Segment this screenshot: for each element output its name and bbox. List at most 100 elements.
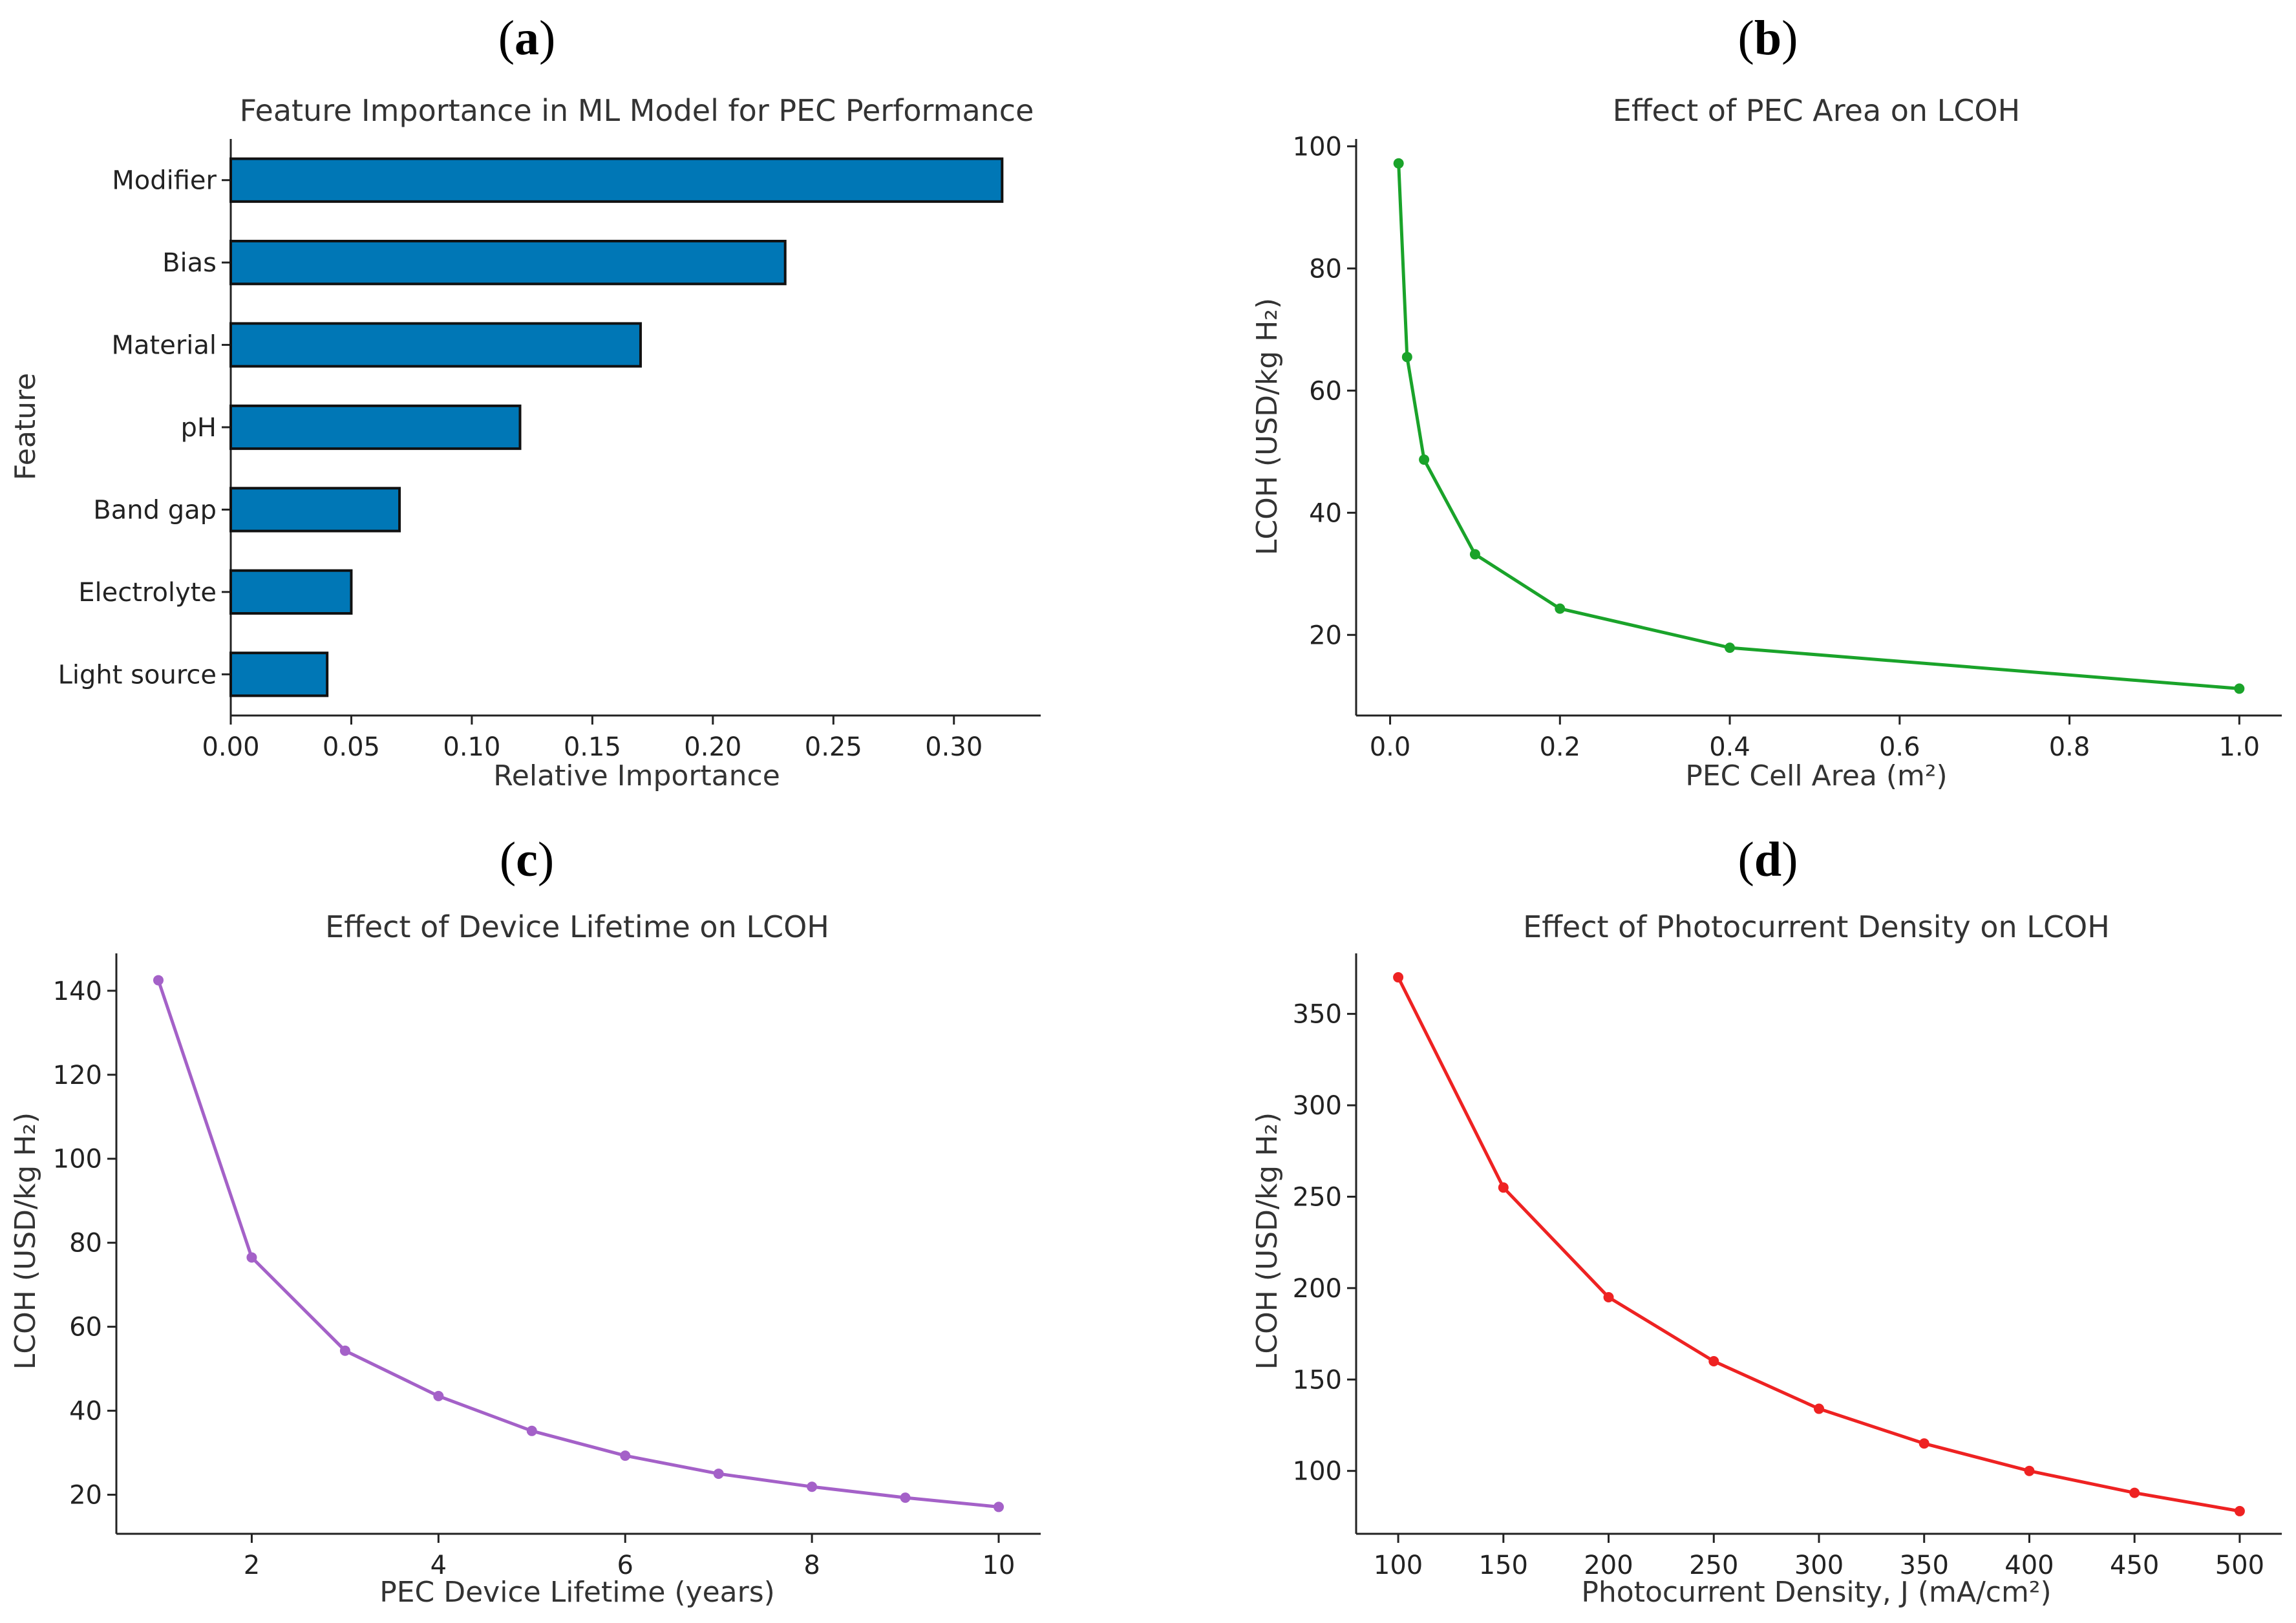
data-point: [1419, 454, 1430, 465]
data-point: [807, 1481, 818, 1492]
data-point: [1555, 603, 1566, 614]
chart-title: Effect of PEC Area on LCOH: [1613, 93, 2020, 128]
x-axis-label: PEC Cell Area (m²): [1685, 759, 1947, 792]
x-tick-label: 150: [1479, 1551, 1528, 1580]
data-point: [2234, 683, 2245, 694]
data-point: [1401, 352, 1412, 363]
x-tick-label: 0.00: [202, 732, 259, 762]
y-tick-label: 60: [1309, 376, 1342, 406]
y-tick-label: 80: [69, 1229, 102, 1258]
y-tick-label: pH: [181, 413, 217, 443]
x-tick-label: 400: [2004, 1551, 2054, 1580]
data-point: [620, 1450, 631, 1461]
panel-label: (a): [498, 11, 556, 65]
x-tick-label: 0.2: [1539, 732, 1580, 762]
data-point: [1603, 1292, 1614, 1303]
x-tick-label: 300: [1794, 1551, 1844, 1580]
x-axis-label: Photocurrent Density, J (mA/cm²): [1581, 1576, 2051, 1609]
x-tick-label: 8: [803, 1551, 820, 1580]
x-tick-label: 0.05: [323, 732, 380, 762]
x-tick-label: 2: [244, 1551, 260, 1580]
data-point: [1393, 972, 1404, 983]
y-tick-label: 150: [1293, 1365, 1342, 1395]
y-tick-label: Band gap: [93, 495, 217, 525]
data-point: [2129, 1487, 2140, 1498]
chart-title: Effect of Photocurrent Density on LCOH: [1523, 909, 2110, 944]
data-point: [2024, 1465, 2035, 1476]
data-point: [900, 1492, 911, 1503]
x-tick-label: 0.30: [925, 732, 983, 762]
data-point: [153, 975, 164, 986]
x-axis-label: PEC Device Lifetime (years): [379, 1576, 775, 1609]
y-tick-label: Material: [112, 331, 217, 361]
x-tick-label: 0.20: [684, 732, 741, 762]
y-axis-label: LCOH (USD/kg H₂): [9, 1112, 42, 1370]
data-point: [1393, 158, 1404, 169]
y-tick-label: 60: [69, 1313, 102, 1342]
panel-label: (b): [1738, 11, 1798, 65]
y-tick-label: 120: [53, 1061, 102, 1090]
chart-title: Effect of Device Lifetime on LCOH: [325, 909, 829, 944]
data-point: [1725, 642, 1736, 653]
chart-panel-a: (a) Feature Importance in ML Model for PE…: [9, 11, 1041, 792]
bar-ph: [229, 404, 522, 451]
y-axis-label: LCOH (USD/kg H₂): [1251, 298, 1284, 555]
bar-light-source: [229, 652, 329, 697]
data-point: [1814, 1403, 1824, 1414]
series-line: [1397, 163, 2240, 690]
y-tick-label: 100: [1293, 1457, 1342, 1487]
x-tick-label: 350: [1900, 1551, 1949, 1580]
x-tick-label: 6: [617, 1551, 633, 1580]
data-point: [713, 1469, 724, 1480]
y-axis-label: LCOH (USD/kg H₂): [1251, 1112, 1284, 1370]
x-tick-label: 0.8: [2049, 732, 2090, 762]
bar-electrolyte: [229, 569, 353, 615]
y-tick-label: 140: [53, 977, 102, 1006]
data-point: [994, 1501, 1004, 1512]
y-tick-label: 300: [1293, 1091, 1342, 1121]
y-tick-label: Bias: [162, 248, 217, 278]
data-point: [526, 1425, 537, 1436]
x-tick-label: 0.4: [1709, 732, 1750, 762]
x-tick-label: 500: [2215, 1551, 2264, 1580]
chart-panel-d: (d) Effect of Photocurrent Density on LCO…: [1251, 833, 2282, 1609]
x-tick-label: 0.10: [443, 732, 500, 762]
y-tick-label: 40: [1309, 498, 1342, 528]
y-tick-label: Electrolyte: [78, 578, 217, 608]
data-point: [1919, 1438, 1929, 1449]
data-point: [1469, 549, 1480, 560]
y-tick-label: 200: [1293, 1274, 1342, 1304]
y-tick-label: 250: [1293, 1182, 1342, 1212]
y-tick-label: Modifier: [112, 166, 217, 196]
bar-modifier: [229, 157, 1004, 203]
data-point: [433, 1390, 444, 1401]
x-tick-label: 0.6: [1879, 732, 1920, 762]
y-tick-label: 350: [1293, 1000, 1342, 1030]
x-tick-label: 4: [430, 1551, 447, 1580]
y-tick-label: 20: [69, 1481, 102, 1511]
series-line: [1396, 976, 2240, 1513]
bar-bias: [229, 240, 787, 286]
bar-band-gap: [229, 487, 401, 533]
chart-title: Feature Importance in ML Model for PEC P…: [240, 93, 1034, 128]
x-tick-label: 100: [1374, 1551, 1423, 1580]
y-tick-label: 20: [1309, 621, 1342, 650]
data-point: [246, 1252, 257, 1263]
y-tick-label: 100: [1293, 132, 1342, 162]
x-tick-label: 0.0: [1370, 732, 1411, 762]
x-tick-label: 200: [1584, 1551, 1633, 1580]
y-tick-label: 40: [69, 1397, 102, 1427]
y-tick-label: 80: [1309, 254, 1342, 284]
data-point: [1498, 1182, 1509, 1193]
x-tick-label: 0.15: [564, 732, 621, 762]
data-point: [2234, 1505, 2245, 1516]
x-tick-label: 250: [1689, 1551, 1738, 1580]
panel-label: (d): [1738, 833, 1798, 887]
x-tick-label: 1.0: [2218, 732, 2260, 762]
x-axis-label: Relative Importance: [493, 759, 780, 792]
bar-material: [229, 322, 642, 368]
chart-panel-c: (c) Effect of Device Lifetime on LCOH PEC …: [9, 833, 1041, 1609]
x-tick-label: 450: [2110, 1551, 2159, 1580]
y-axis-label: Feature: [9, 373, 42, 480]
data-point: [339, 1345, 350, 1356]
